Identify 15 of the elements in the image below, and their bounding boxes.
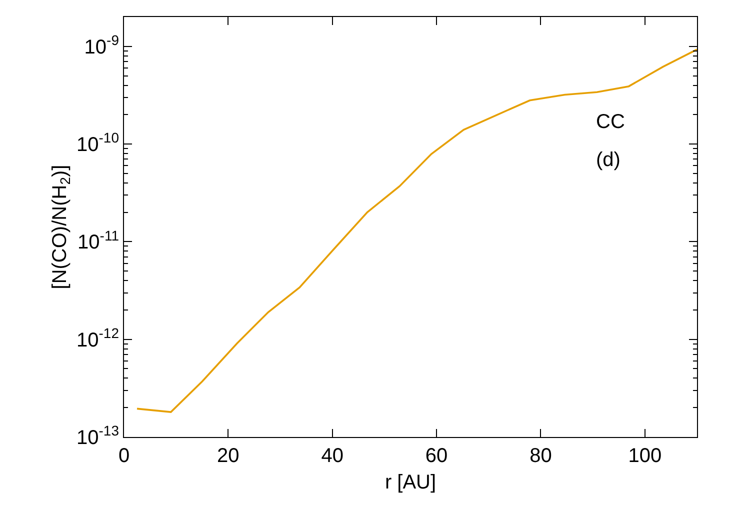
y-tick-label: 10$^{-10}$ [76, 130, 120, 156]
annotation: (d) [596, 149, 620, 171]
x-tick-label: 60 [425, 445, 448, 467]
x-tick-label: 20 [217, 445, 240, 467]
line-series [136, 48, 697, 413]
y-tick-label: 10$^{-13}$ [76, 422, 120, 449]
y-tick-label: 10$^{-12}$ [76, 324, 120, 352]
x-axis-title: r [AU] [384, 472, 436, 494]
y-tick-label: 10$^{-9}$ [84, 32, 120, 58]
x-tick-label: 0 [118, 445, 130, 467]
y-tick-label: 10$^{-11}$ [78, 227, 120, 254]
x-tick-label: 80 [530, 445, 552, 467]
x-tick-label: 100 [628, 445, 662, 467]
annotation: CC [596, 111, 625, 133]
x-tick-label: 40 [321, 445, 344, 467]
